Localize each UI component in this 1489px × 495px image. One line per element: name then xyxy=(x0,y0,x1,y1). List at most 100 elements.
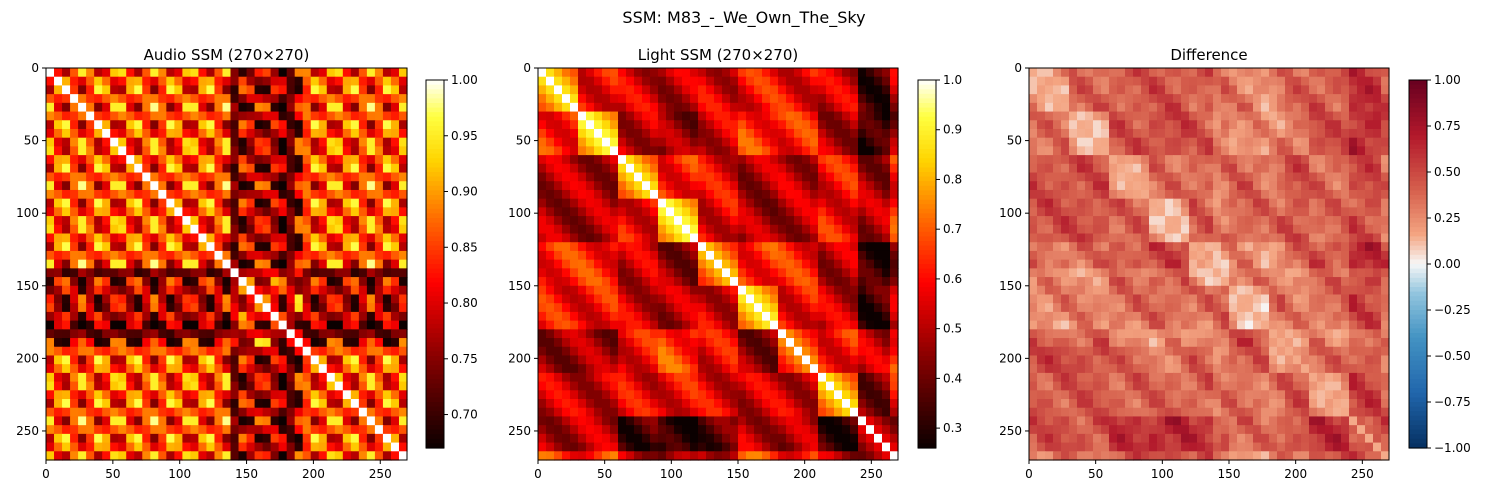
heatmap-cell xyxy=(1229,137,1238,147)
heatmap-cell xyxy=(270,94,280,104)
heatmap-cell xyxy=(198,76,208,87)
heatmap-cell xyxy=(222,85,232,95)
heatmap-cell xyxy=(190,277,200,287)
heatmap-cell xyxy=(78,163,87,174)
heatmap-cell xyxy=(46,329,55,339)
heatmap-cell xyxy=(682,320,691,330)
heatmap-cell xyxy=(78,268,87,278)
heatmap-cell xyxy=(634,94,643,104)
heatmap-cell xyxy=(302,102,312,113)
heatmap-cell xyxy=(102,259,111,269)
heatmap-cell xyxy=(562,207,571,217)
heatmap-cell xyxy=(382,128,392,139)
heatmap-cell xyxy=(730,303,739,313)
heatmap-cell xyxy=(778,294,787,304)
heatmap-cell xyxy=(714,233,723,243)
heatmap-cell xyxy=(610,198,619,208)
heatmap-cell xyxy=(874,259,883,269)
heatmap-cell xyxy=(382,390,392,400)
heatmap-cell xyxy=(634,155,643,165)
heatmap-cell xyxy=(270,390,280,400)
heatmap-cell xyxy=(1077,146,1086,156)
heatmap-cell xyxy=(350,76,360,87)
heatmap-cell xyxy=(1317,137,1326,147)
heatmap-cell xyxy=(626,425,635,435)
heatmap-cell xyxy=(278,355,288,365)
heatmap-cell xyxy=(102,381,111,391)
heatmap-cell xyxy=(86,146,95,156)
heatmap-cell xyxy=(246,416,256,426)
heatmap-cell xyxy=(554,416,563,426)
heatmap-cell xyxy=(206,285,216,296)
heatmap-cell xyxy=(746,76,755,87)
heatmap-cell xyxy=(706,294,715,304)
heatmap-cell xyxy=(1301,85,1310,95)
heatmap-cell xyxy=(238,207,248,217)
heatmap-cell xyxy=(762,216,771,226)
heatmap-cell xyxy=(778,224,787,235)
heatmap-cell xyxy=(126,120,135,130)
heatmap-cell xyxy=(834,294,843,304)
heatmap-cell xyxy=(554,146,563,156)
heatmap-cell xyxy=(882,181,891,191)
heatmap-cell xyxy=(238,259,248,269)
heatmap-cell xyxy=(1309,146,1318,156)
heatmap-cell xyxy=(1141,128,1150,139)
heatmap-cell xyxy=(794,442,803,452)
heatmap-cell xyxy=(1093,163,1102,174)
heatmap-cell xyxy=(86,285,95,296)
heatmap-cell xyxy=(118,120,127,130)
heatmap-cell xyxy=(94,85,103,95)
heatmap-cell xyxy=(642,320,651,330)
heatmap-cell xyxy=(594,102,603,113)
heatmap-cell xyxy=(94,277,103,287)
heatmap-cell xyxy=(770,216,779,226)
heatmap-cell xyxy=(222,94,232,104)
heatmap-cell xyxy=(62,277,71,287)
heatmap-cell xyxy=(262,163,272,174)
heatmap-cell xyxy=(342,338,352,348)
heatmap-cell xyxy=(658,163,667,174)
heatmap-cell xyxy=(842,85,851,95)
heatmap-cell xyxy=(690,416,699,426)
heatmap-cell xyxy=(110,250,119,261)
heatmap-cell xyxy=(46,285,55,296)
heatmap-cell xyxy=(270,102,280,113)
heatmap-cell xyxy=(810,259,819,269)
heatmap-cell xyxy=(578,242,587,252)
colorbar-segment xyxy=(918,222,936,228)
heatmap-cell xyxy=(294,250,304,261)
heatmap-cell xyxy=(230,189,240,200)
heatmap-cell xyxy=(690,381,699,391)
heatmap-cell xyxy=(730,285,739,296)
heatmap-cell xyxy=(270,207,280,217)
heatmap-cell xyxy=(350,128,360,139)
heatmap-cell xyxy=(650,451,659,461)
heatmap-cell xyxy=(54,451,63,461)
heatmap-cell xyxy=(834,233,843,243)
heatmap-cell xyxy=(1125,68,1134,78)
heatmap-cell xyxy=(54,102,63,113)
heatmap-cell xyxy=(546,268,555,278)
heatmap-cell xyxy=(722,416,731,426)
heatmap-cell xyxy=(1285,181,1294,191)
heatmap-cell xyxy=(586,85,595,95)
heatmap-cell xyxy=(634,102,643,113)
heatmap-cell xyxy=(246,233,256,243)
heatmap-cell xyxy=(658,146,667,156)
heatmap-cell xyxy=(1317,128,1326,139)
heatmap-cell xyxy=(842,198,851,208)
heatmap-cell xyxy=(842,425,851,435)
heatmap-cell xyxy=(1077,111,1086,121)
heatmap-cell xyxy=(730,120,739,130)
heatmap-cell xyxy=(714,85,723,95)
heatmap-cell xyxy=(682,207,691,217)
heatmap-cell xyxy=(666,355,675,365)
heatmap-cell xyxy=(578,163,587,174)
heatmap-cell xyxy=(602,364,611,374)
heatmap-cell xyxy=(374,268,384,278)
heatmap-cell xyxy=(554,311,563,322)
heatmap-cell xyxy=(874,390,883,400)
heatmap-cell xyxy=(222,120,232,130)
heatmap-cell xyxy=(262,407,272,418)
